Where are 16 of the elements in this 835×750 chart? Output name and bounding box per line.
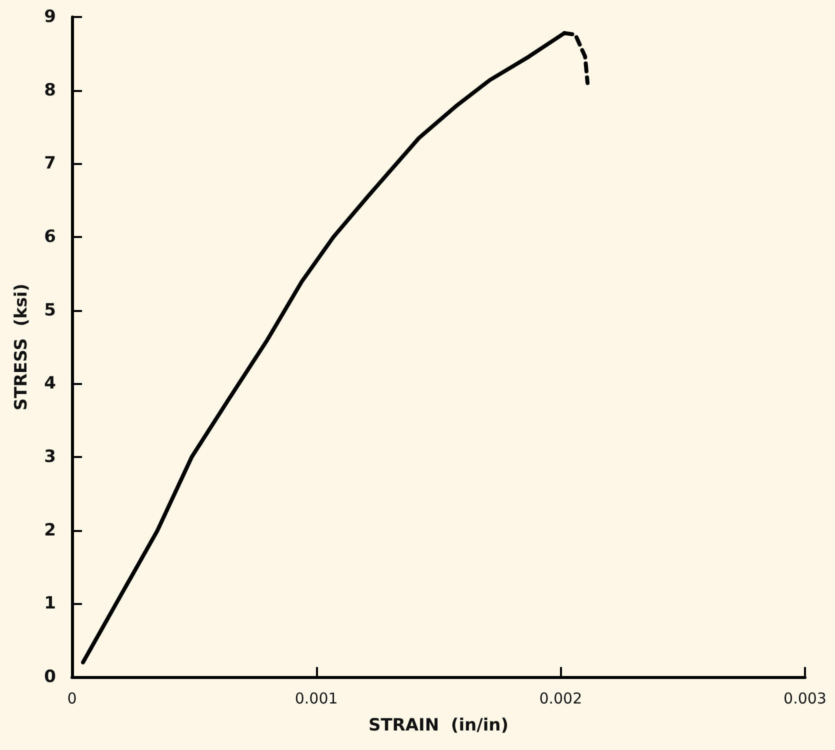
y-tick-label: 6 — [44, 227, 56, 247]
x-axis-title: STRAIN (in/in) — [368, 716, 509, 736]
y-tick-label: 4 — [44, 374, 56, 394]
y-tick-label: 0 — [44, 667, 56, 687]
y-tick-label: 2 — [44, 520, 56, 540]
y-tick-label: 9 — [44, 7, 56, 27]
y-tick-label: 5 — [44, 300, 56, 320]
x-tick-label: 0 — [67, 690, 77, 708]
x-tick-label: 0.001 — [294, 690, 338, 708]
y-tick-label: 3 — [44, 447, 56, 467]
x-tick-label: 0.002 — [539, 690, 582, 708]
y-axis-title: STRESS (ksi) — [12, 284, 32, 410]
y-tick-label: 8 — [44, 80, 56, 100]
y-tick-label: 7 — [44, 154, 56, 174]
y-tick-label: 1 — [44, 594, 56, 614]
x-tick-label: 0.003 — [784, 690, 826, 708]
